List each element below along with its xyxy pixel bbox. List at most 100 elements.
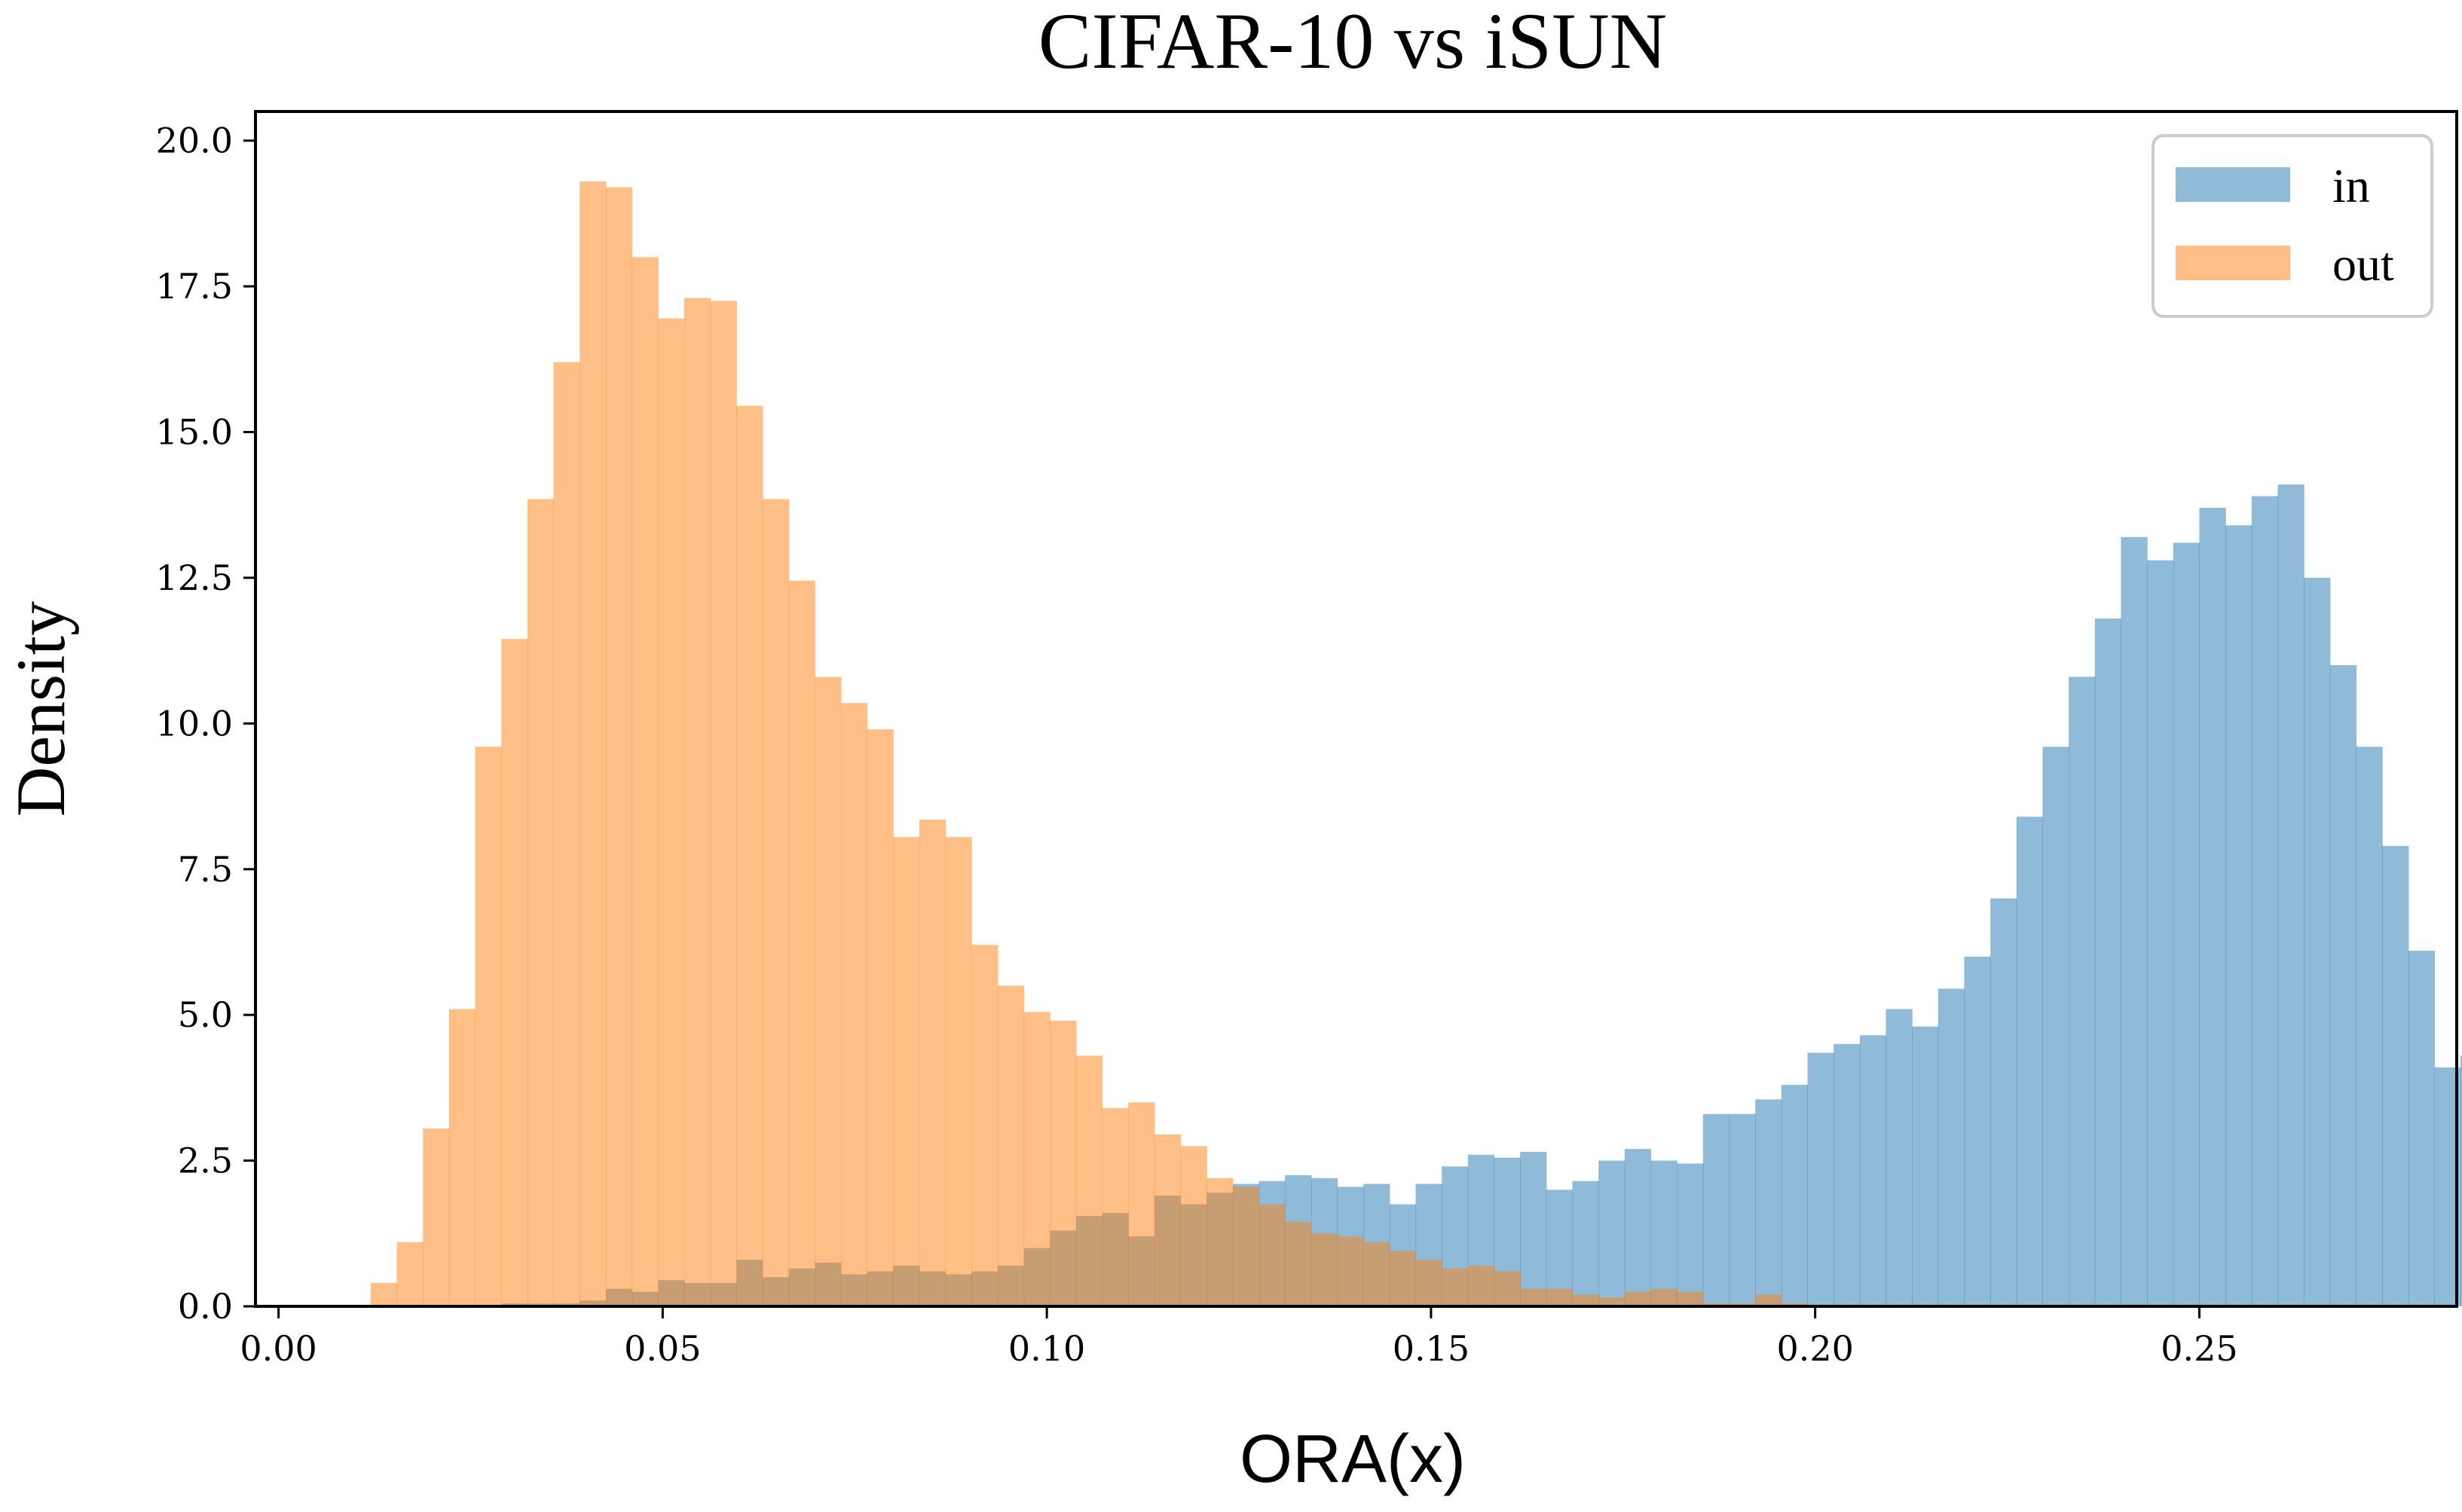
bar-out-43: [1494, 1271, 1521, 1306]
bar-out-37: [1337, 1236, 1364, 1306]
bar-out-0: [370, 1283, 398, 1306]
bar-out-10: [632, 257, 659, 1306]
x-tick-label: 0.05: [624, 1328, 701, 1369]
x-tick-label: 0.25: [2161, 1328, 2237, 1369]
bar-in-75: [2329, 664, 2357, 1306]
bar-in-62: [1990, 898, 2017, 1306]
bar-out-2: [423, 1129, 450, 1306]
bar-out-12: [684, 298, 711, 1306]
bar-out-47: [1598, 1297, 1626, 1306]
bar-out-45: [1546, 1288, 1574, 1306]
y-tick-label: 15.0: [156, 412, 233, 453]
bar-in-77: [2382, 845, 2409, 1306]
y-axis-ticks: 0.0 2.5 5.0 7.5 10.0 12.5 15.0 17.5 20.0: [156, 121, 255, 1327]
bar-in-47: [1598, 1160, 1626, 1306]
bar-in-61: [1964, 956, 1991, 1306]
bar-out-21: [919, 820, 947, 1306]
bar-in-52: [1729, 1113, 1756, 1306]
bar-in-58: [1885, 1009, 1913, 1306]
bar-out-20: [893, 837, 920, 1306]
x-tick-label: 0.15: [1393, 1328, 1470, 1369]
bar-out-29: [1128, 1102, 1155, 1306]
bar-out-39: [1389, 1251, 1417, 1306]
bar-out-13: [710, 301, 737, 1307]
bar-in-63: [2016, 817, 2044, 1306]
bar-out-40: [1415, 1260, 1442, 1306]
y-tick-label: 10.0: [156, 703, 233, 744]
bar-out-23: [971, 945, 999, 1306]
x-axis-ticks: 0.00 0.05 0.10 0.15 0.20 0.25: [240, 1306, 2238, 1369]
bar-out-28: [1102, 1107, 1129, 1306]
bar-in-53: [1755, 1099, 1782, 1306]
bar-in-51: [1702, 1113, 1730, 1306]
bar-out-18: [840, 703, 868, 1306]
bar-in-72: [2251, 496, 2279, 1306]
bar-out-42: [1467, 1265, 1495, 1306]
bar-out-44: [1520, 1288, 1547, 1306]
bar-out-34: [1259, 1204, 1286, 1306]
bar-out-25: [1023, 1012, 1051, 1306]
bar-out-31: [1180, 1146, 1207, 1306]
y-tick-label: 20.0: [156, 121, 233, 161]
bar-in-54: [1781, 1085, 1809, 1306]
bar-in-64: [2042, 747, 2069, 1306]
x-tick-label: 0.20: [1776, 1328, 1853, 1369]
bar-in-68: [2147, 560, 2174, 1306]
bar-in-55: [1807, 1052, 1834, 1306]
bar-in-65: [2069, 677, 2096, 1306]
y-tick-label: 7.5: [178, 849, 233, 890]
bar-out-3: [448, 1009, 476, 1306]
bar-out-41: [1442, 1268, 1469, 1306]
bar-out-46: [1572, 1294, 1599, 1306]
bar-in-73: [2277, 484, 2304, 1306]
bar-out-22: [945, 837, 972, 1306]
bar-out-35: [1285, 1221, 1312, 1306]
bar-out-15: [762, 499, 790, 1306]
bar-out-11: [658, 318, 685, 1306]
bar-in-78: [2408, 951, 2436, 1306]
bar-in-70: [2199, 508, 2226, 1306]
bar-out-16: [788, 580, 815, 1306]
y-tick-label: 2.5: [178, 1141, 233, 1181]
bar-out-5: [501, 639, 528, 1306]
chart-title: CIFAR-10 vs iSUN: [1038, 0, 1667, 85]
bar-out-17: [815, 677, 842, 1306]
bar-in-46: [1572, 1181, 1599, 1306]
legend-swatch-in: [2176, 167, 2290, 202]
bar-out-1: [396, 1242, 424, 1306]
bar-in-57: [1859, 1035, 1887, 1306]
x-axis-label: ORA(x): [1240, 1422, 1466, 1497]
y-tick-label: 17.5: [156, 266, 233, 307]
bar-in-67: [2121, 536, 2148, 1306]
legend-label-out: out: [2332, 237, 2394, 291]
histogram-bars: [370, 181, 2462, 1307]
bar-in-69: [2173, 542, 2201, 1306]
bar-out-50: [1677, 1291, 1704, 1306]
bar-out-38: [1363, 1242, 1390, 1306]
bar-out-26: [1050, 1020, 1077, 1306]
legend: in out: [2152, 134, 2433, 318]
x-tick-label: 0.00: [240, 1328, 317, 1369]
bar-out-9: [605, 187, 633, 1307]
bar-in-60: [1937, 988, 1965, 1306]
y-tick-label: 12.5: [156, 557, 233, 598]
bar-in-80: [2460, 1055, 2462, 1306]
bar-out-4: [475, 747, 502, 1306]
bar-in-48: [1624, 1149, 1652, 1306]
y-axis-label: Density: [2, 601, 79, 817]
bar-in-50: [1677, 1163, 1704, 1306]
x-tick-label: 0.10: [1008, 1328, 1085, 1369]
bar-out-8: [580, 181, 607, 1307]
bar-in-71: [2225, 525, 2253, 1306]
bar-in-49: [1650, 1160, 1678, 1306]
bar-out-14: [736, 405, 763, 1307]
bar-in-76: [2356, 747, 2383, 1306]
bar-in-45: [1546, 1190, 1574, 1306]
bar-out-33: [1232, 1187, 1260, 1306]
bar-out-36: [1311, 1233, 1338, 1306]
bar-in-59: [1912, 1026, 1939, 1306]
bar-out-24: [997, 985, 1025, 1306]
bar-out-53: [1755, 1294, 1782, 1306]
bar-out-30: [1154, 1134, 1182, 1306]
